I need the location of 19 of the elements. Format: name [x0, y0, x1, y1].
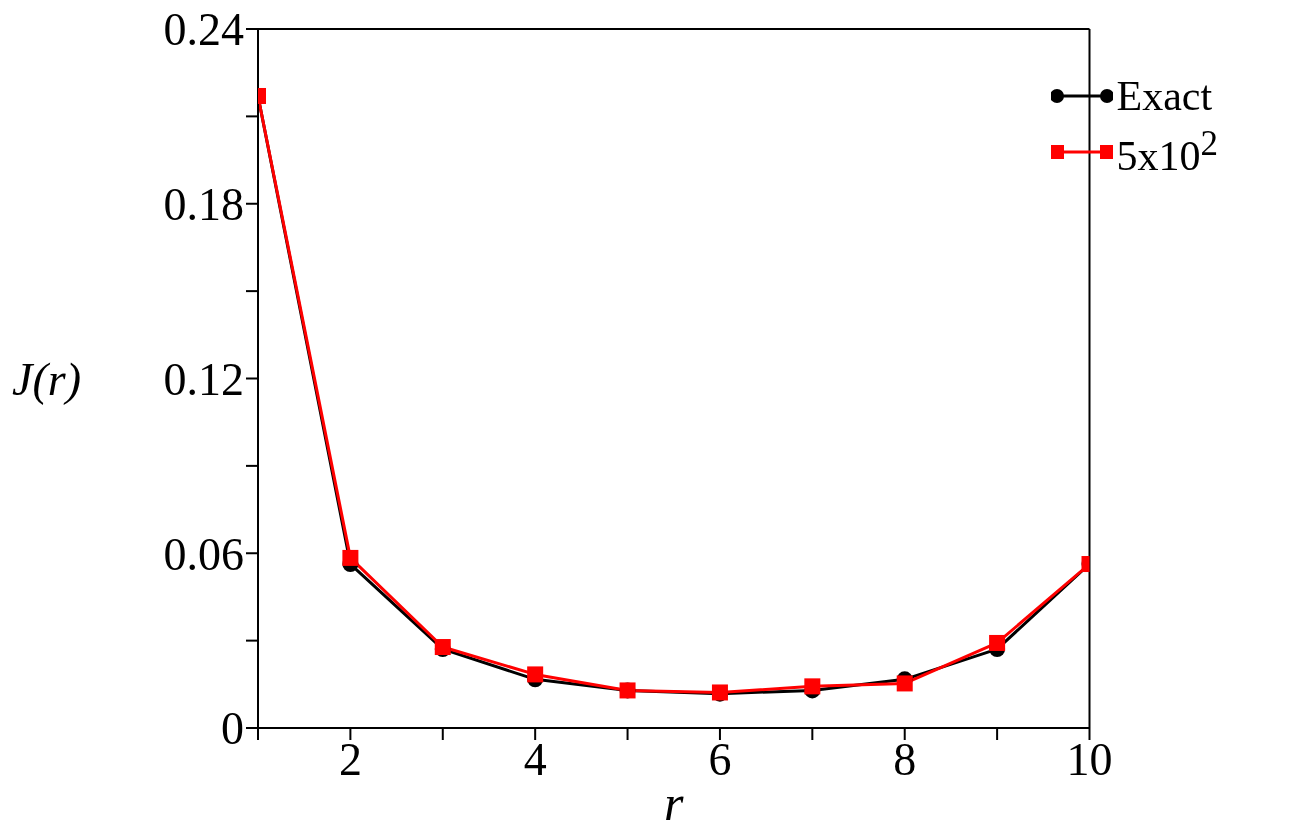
x-tick-label: 2 — [338, 733, 362, 785]
y-tick-label: 0.24 — [163, 4, 244, 56]
y-tick-label: 0.18 — [163, 179, 244, 231]
y-axis-title: J(r) — [12, 353, 81, 406]
x-tick-label: 4 — [523, 733, 547, 785]
x-axis-title: r — [664, 775, 685, 831]
x-tick-label: 10 — [1066, 733, 1113, 785]
point — [989, 634, 1006, 651]
point — [896, 675, 913, 692]
point — [527, 666, 544, 683]
y-tick-label: 0.12 — [163, 353, 244, 405]
point — [804, 678, 821, 695]
legend-label: 5x10$^{2}$ — [1116, 124, 1218, 180]
legend-label: Exact — [1116, 72, 1213, 120]
point — [342, 549, 359, 566]
y-tick-label: 0 — [221, 703, 244, 755]
x-tick-label: 8 — [893, 733, 917, 785]
y-tick-label: 0.06 — [163, 528, 244, 580]
x-tick-label: 6 — [708, 733, 732, 785]
